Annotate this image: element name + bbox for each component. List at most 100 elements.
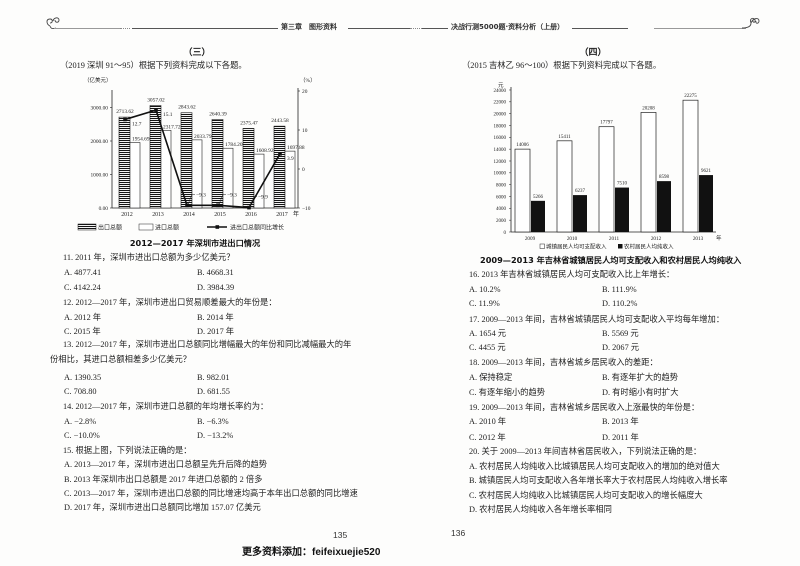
legend-label-rural: 农村居民人均纯收入 (624, 243, 674, 251)
category-group-2012: 20208 8598 2012 (640, 106, 671, 242)
export-value-label: 2375.47 (240, 120, 258, 126)
import-value-label: 1608.92 (256, 148, 274, 154)
y-tick-label-right: −10 (302, 206, 311, 212)
option-19-b: B. 2013 年 (602, 417, 639, 426)
growth-value-label: 3.9 (287, 156, 294, 162)
growth-marker (278, 151, 282, 156)
y-tick-label-right: 0 (302, 167, 305, 173)
import-value-label: 1697.88 (287, 145, 305, 151)
growth-value-label: −9.3 (196, 192, 206, 198)
urban-value-label: 17797 (600, 121, 613, 126)
legend-swatch-rural (618, 244, 623, 249)
rural-value-label: 7510 (617, 182, 628, 187)
header-rule-right-4 (654, 28, 746, 29)
category-group-2009: 14006 5266 2009 (514, 143, 545, 242)
urban-income-bar (640, 112, 657, 233)
x-tick-label: 2017 (276, 212, 288, 218)
export-value-label: 2640.39 (209, 112, 227, 118)
question-stem-11: 11. 2011 年，深圳市进出口总额为多少亿美元？ (63, 253, 235, 262)
label-leader-line (249, 196, 257, 207)
question-stem-12: 12. 2012—2017 年，深圳市进出口贸易顺差最大的年份是： (63, 298, 277, 307)
rural-value-label: 8598 (659, 175, 670, 180)
y-tick-label: 8000 (496, 183, 507, 188)
x-tick-label: 2012 (121, 212, 133, 218)
option-19-a: A. 2010 年 (469, 417, 507, 426)
import-value-label: 1784.20 (225, 142, 243, 148)
import-bar (222, 147, 234, 209)
category-group-2016: 2375.47 1608.92 2016 (240, 120, 274, 218)
option-12-c: C. 2015 年 (64, 327, 101, 336)
category-group-2017: 2443.58 1697.88 2017 (271, 118, 305, 218)
trade-bar-line-chart: （亿美元） （%）0.001000.002000.003000.00−100102… (77, 76, 316, 232)
category-group-2015: 2640.39 1784.20 2015 (209, 112, 243, 218)
option-11-c: C. 4142.24 (64, 283, 101, 292)
header-rule-right-3 (572, 28, 628, 29)
export-value-label: 2843.62 (178, 105, 196, 111)
x-tick-label: 2016 (245, 212, 257, 218)
header-rule-right-2 (422, 28, 448, 29)
import-bar (160, 130, 172, 209)
growth-value-label: 12.7 (132, 121, 142, 127)
question-stem-16: 16. 2013 年吉林省城镇居民人均可支配收入比上年增长： (469, 270, 675, 279)
x-axis-unit: 年 (716, 234, 722, 242)
exercise-intro-left: （2019 深圳 91～95）根据下列资料完成以下各题。 (60, 61, 247, 70)
urban-value-label: 20208 (642, 106, 655, 111)
book-title: 决战行测5000题·资料分析（上册） (451, 23, 565, 31)
legend-swatch-import (138, 223, 154, 231)
y-tick-label: 0 (504, 231, 507, 236)
category-group-2013: 3057.02 2317.72 2013 (147, 98, 181, 218)
y-tick-label: 10000 (494, 172, 507, 177)
rural-income-bar (615, 187, 629, 232)
import-value-label: 1954.69 (132, 137, 150, 143)
growth-marker (123, 117, 127, 122)
y-tick-label: 12000 (494, 160, 507, 165)
vine-ornament-icon-left (46, 17, 60, 30)
export-value-label: 2713.62 (116, 109, 134, 115)
y-tick-label: 3000.00 (90, 106, 108, 112)
x-tick-label: 2012 (651, 236, 662, 242)
option-20-a: A. 农村居民人均纯收入比城镇居民人均可支配收入的增加的绝对值大 (469, 462, 720, 471)
y-tick-label: 24000 (494, 89, 507, 94)
legend-label-growth: 进出口总额同比增长 (230, 224, 284, 232)
chapter-title: 第三章 图形资料 (281, 23, 337, 31)
header-rule-left-dotted (120, 28, 130, 29)
question-stem-18: 18. 2009—2013 年间，吉林省城乡居民收入的差距： (469, 358, 658, 367)
y-tick-label-right: 10 (302, 128, 308, 134)
y-tick-label: 6000 (496, 195, 507, 200)
option-20-d: D. 农村居民人均纯收入各年增长率相同 (469, 505, 612, 514)
y-tick-label: 18000 (494, 124, 507, 129)
header-rule-left-2 (132, 28, 278, 29)
option-20-b: B. 城镇居民人均可支配收入各年增长率大于农村居民人均纯收入增长率 (469, 476, 728, 485)
import-bar (284, 150, 296, 209)
rural-value-label: 9621 (701, 169, 712, 174)
option-17-b: B. 5569 元 (602, 329, 639, 338)
section-heading-left: （三） (183, 47, 211, 57)
category-group-2012: 2713.62 1954.69 2012 (116, 109, 150, 218)
export-value-label: 3057.02 (147, 98, 165, 104)
label-leader-line (187, 194, 195, 205)
page-number-left: 135 (333, 530, 348, 540)
urban-value-label: 22275 (684, 94, 697, 99)
y-tick-label: 2000.00 (90, 139, 108, 145)
option-14-c: C. −10.0% (64, 431, 100, 440)
x-axis-unit: 年 (293, 210, 299, 218)
option-20-c: C. 农村居民人均纯收入比城镇居民人均可支配收入的增长幅度大 (469, 491, 703, 500)
option-16-c: C. 11.9% (469, 299, 500, 308)
rural-income-bar (531, 200, 545, 232)
section-heading-right: （四） (579, 47, 607, 57)
y-tick-label-right: 20 (302, 89, 308, 95)
y-tick-label: 2000 (496, 219, 507, 224)
header-rule-right-1 (400, 28, 410, 29)
option-14-a: A. −2.8% (64, 417, 97, 426)
x-tick-label: 2014 (183, 212, 195, 218)
legend-label-urban: 城镇居民人均可支配收入 (546, 243, 607, 251)
y-tick-label: 0.00 (99, 206, 109, 212)
urban-income-bar (556, 140, 573, 233)
growth-value-label: −9.3 (227, 192, 237, 198)
legend-label-import: 进口总额 (155, 224, 179, 232)
option-14-b: B. −6.3% (197, 417, 229, 426)
option-12-d: D. 2017 年 (197, 327, 235, 336)
legend-marker-growth (215, 225, 220, 229)
option-16-a: A. 10.2% (469, 285, 501, 294)
option-13-d: D. 681.55 (197, 387, 230, 396)
